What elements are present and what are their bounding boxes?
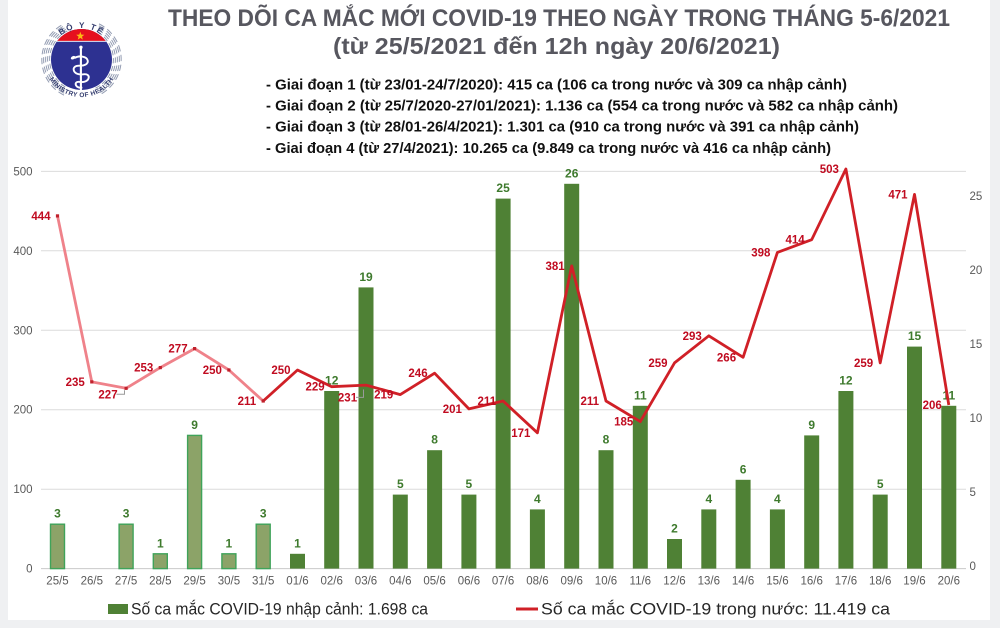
svg-text:3: 3 xyxy=(260,507,267,521)
svg-text:29/5: 29/5 xyxy=(183,576,205,588)
svg-text:414: 414 xyxy=(786,235,806,247)
svg-text:503: 503 xyxy=(820,164,839,176)
svg-text:219: 219 xyxy=(374,390,393,402)
svg-text:03/6: 03/6 xyxy=(355,576,377,588)
svg-text:(từ 25/5/2021 đến 12h ngày 20/: (từ 25/5/2021 đến 12h ngày 20/6/2021) xyxy=(333,33,780,59)
svg-text:500: 500 xyxy=(13,166,32,178)
svg-text:211: 211 xyxy=(238,396,257,408)
svg-text:10: 10 xyxy=(970,413,983,425)
svg-text:100: 100 xyxy=(13,484,32,496)
svg-text:231: 231 xyxy=(338,393,358,405)
svg-text:08/6: 08/6 xyxy=(526,576,548,588)
svg-text:5: 5 xyxy=(970,487,976,499)
svg-text:266: 266 xyxy=(717,352,736,364)
svg-text:12/6: 12/6 xyxy=(663,576,685,588)
svg-text:- Giai đoạn 3 (từ 28/01-26/4/2: - Giai đoạn 3 (từ 28/01-26/4/2021): 1.30… xyxy=(266,120,859,136)
svg-text:12: 12 xyxy=(839,374,853,388)
svg-text:381: 381 xyxy=(546,261,566,273)
svg-text:27/5: 27/5 xyxy=(115,576,137,588)
svg-text:10/6: 10/6 xyxy=(595,576,617,588)
svg-text:04/6: 04/6 xyxy=(389,576,411,588)
svg-text:25/5: 25/5 xyxy=(46,576,68,588)
svg-text:THEO DÕI CA MẮC MỚI COVID-19 T: THEO DÕI CA MẮC MỚI COVID-19 THEO NGÀY T… xyxy=(168,4,950,32)
svg-text:0: 0 xyxy=(970,561,976,573)
svg-text:07/6: 07/6 xyxy=(492,576,514,588)
svg-text:25: 25 xyxy=(496,181,510,195)
svg-text:05/6: 05/6 xyxy=(423,576,445,588)
svg-text:- Giai đoạn 4 (từ 27/4/2021):: - Giai đoạn 4 (từ 27/4/2021): 10.265 ca … xyxy=(266,141,831,157)
svg-text:246: 246 xyxy=(408,368,427,380)
svg-text:- Giai đoạn 2 (từ 25/7/2020-27: - Giai đoạn 2 (từ 25/7/2020-27/01/2021):… xyxy=(266,99,898,115)
svg-text:211: 211 xyxy=(580,396,599,408)
svg-text:1: 1 xyxy=(226,536,233,550)
svg-text:5: 5 xyxy=(877,477,884,491)
svg-text:1: 1 xyxy=(157,536,164,550)
svg-text:9: 9 xyxy=(808,418,815,432)
svg-text:16/6: 16/6 xyxy=(801,576,823,588)
svg-text:26/5: 26/5 xyxy=(81,576,103,588)
svg-text:Số ca mắc COVID-19 nhập cảnh:: Số ca mắc COVID-19 nhập cảnh: 1.698 ca xyxy=(131,600,428,619)
svg-text:1: 1 xyxy=(294,536,301,550)
svg-text:31/5: 31/5 xyxy=(252,576,274,588)
svg-text:8: 8 xyxy=(431,433,438,447)
svg-text:277: 277 xyxy=(168,344,187,356)
svg-text:18/6: 18/6 xyxy=(869,576,891,588)
svg-text:201: 201 xyxy=(443,404,463,416)
svg-text:471: 471 xyxy=(888,189,908,201)
svg-text:- Giai đoạn 1 (từ 23/01-24/7/2: - Giai đoạn 1 (từ 23/01-24/7/2020): 415 … xyxy=(266,78,847,94)
svg-text:8: 8 xyxy=(603,433,610,447)
svg-text:259: 259 xyxy=(854,358,873,370)
svg-text:211: 211 xyxy=(478,396,497,408)
svg-text:15: 15 xyxy=(970,339,983,351)
svg-text:253: 253 xyxy=(134,363,153,375)
svg-text:250: 250 xyxy=(203,365,222,377)
svg-text:444: 444 xyxy=(31,211,51,223)
svg-text:01/6: 01/6 xyxy=(286,576,308,588)
svg-text:4: 4 xyxy=(534,492,541,506)
svg-text:235: 235 xyxy=(66,377,86,389)
svg-text:5: 5 xyxy=(397,477,404,491)
svg-text:206: 206 xyxy=(923,400,942,412)
svg-text:13/6: 13/6 xyxy=(698,576,720,588)
svg-text:Số ca mắc COVID-19 trong nước:: Số ca mắc COVID-19 trong nước: 11.419 ca xyxy=(541,600,891,619)
svg-text:3: 3 xyxy=(54,507,61,521)
svg-text:02/6: 02/6 xyxy=(321,576,343,588)
svg-text:09/6: 09/6 xyxy=(561,576,583,588)
svg-text:11/6: 11/6 xyxy=(630,576,652,588)
svg-text:28/5: 28/5 xyxy=(149,576,171,588)
svg-text:200: 200 xyxy=(13,405,32,417)
svg-text:3: 3 xyxy=(123,507,130,521)
svg-text:2: 2 xyxy=(671,522,678,536)
svg-text:20: 20 xyxy=(970,265,983,277)
svg-text:20/6: 20/6 xyxy=(938,576,960,588)
svg-text:25: 25 xyxy=(970,191,983,203)
svg-text:15/6: 15/6 xyxy=(766,576,788,588)
svg-text:14/6: 14/6 xyxy=(732,576,754,588)
svg-text:259: 259 xyxy=(648,358,667,370)
svg-text:250: 250 xyxy=(271,365,290,377)
svg-text:293: 293 xyxy=(683,331,702,343)
svg-text:5: 5 xyxy=(466,477,473,491)
svg-text:06/6: 06/6 xyxy=(458,576,480,588)
svg-text:6: 6 xyxy=(740,462,747,476)
svg-text:11: 11 xyxy=(634,388,647,402)
svg-text:300: 300 xyxy=(13,325,32,337)
svg-text:398: 398 xyxy=(751,247,771,259)
svg-text:400: 400 xyxy=(13,246,32,258)
svg-text:19: 19 xyxy=(359,270,373,284)
svg-text:15: 15 xyxy=(908,329,922,343)
svg-text:26: 26 xyxy=(565,166,579,180)
svg-text:4: 4 xyxy=(774,492,781,506)
svg-text:17/6: 17/6 xyxy=(835,576,857,588)
svg-text:19/6: 19/6 xyxy=(903,576,925,588)
svg-text:171: 171 xyxy=(511,428,531,440)
svg-text:4: 4 xyxy=(705,492,712,506)
svg-text:0: 0 xyxy=(26,564,32,576)
svg-text:30/5: 30/5 xyxy=(218,576,240,588)
svg-text:9: 9 xyxy=(191,418,198,432)
svg-text:229: 229 xyxy=(306,382,325,394)
svg-text:185: 185 xyxy=(614,417,634,429)
svg-text:227: 227 xyxy=(98,389,117,401)
